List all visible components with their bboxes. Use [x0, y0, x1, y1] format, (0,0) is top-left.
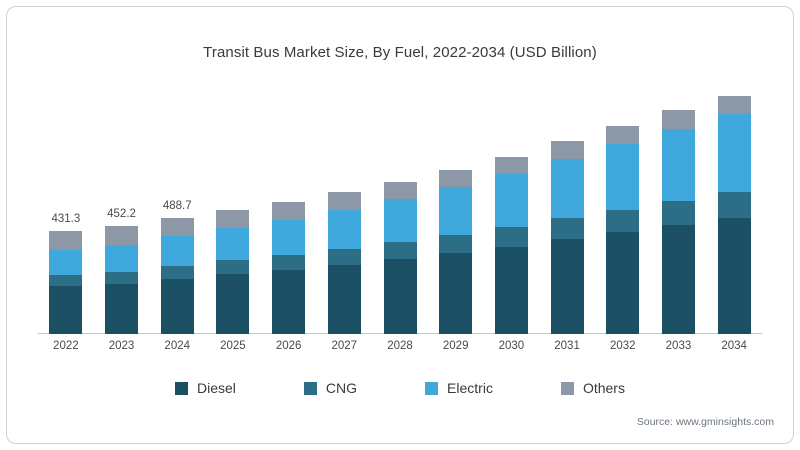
bar-segment[interactable] — [216, 274, 250, 334]
bar-stack[interactable] — [327, 192, 361, 334]
legend-item[interactable]: Diesel — [175, 380, 236, 396]
legend-label: Others — [582, 380, 625, 396]
bar-segment[interactable] — [717, 218, 751, 334]
bar-value-label: 452.2 — [107, 208, 136, 221]
bar-value-label: 431.3 — [51, 213, 81, 226]
bar-segment[interactable] — [105, 283, 139, 334]
legend-swatch — [425, 381, 439, 395]
x-tick-label: 2026 — [275, 340, 302, 352]
x-tick-label: 2022 — [53, 340, 79, 352]
bar-segment[interactable] — [661, 200, 695, 225]
x-tick-label: 2024 — [164, 340, 191, 352]
bar-segment[interactable] — [494, 156, 528, 175]
bar-segment[interactable] — [327, 264, 361, 334]
bar-segment[interactable] — [160, 265, 194, 279]
x-tick-label: 2030 — [498, 340, 525, 352]
bar-segment[interactable] — [439, 187, 473, 236]
legend-label: CNG — [325, 380, 358, 396]
bar-segment[interactable] — [383, 242, 417, 260]
chart-legend: Diesel CNG Electric Others — [0, 380, 800, 396]
bar-segment[interactable] — [383, 259, 417, 334]
bar-stack[interactable] — [160, 217, 194, 334]
bar-segment[interactable] — [550, 239, 584, 334]
bar-segment[interactable] — [272, 254, 306, 270]
bar-segment[interactable] — [550, 141, 584, 160]
bar-segment[interactable] — [494, 174, 528, 228]
bar-stack[interactable] — [105, 226, 139, 334]
x-tick-label: 2025 — [220, 340, 246, 352]
legend-label: Diesel — [197, 380, 236, 396]
bar-segment[interactable] — [105, 271, 139, 284]
bar-stack[interactable] — [439, 169, 473, 334]
bar-segment[interactable] — [661, 128, 695, 201]
bar-stack[interactable] — [49, 231, 83, 334]
bar-segment[interactable] — [383, 181, 417, 200]
legend-item[interactable]: Others — [560, 380, 625, 396]
bar-segment[interactable] — [550, 218, 584, 240]
bar-segment[interactable] — [49, 231, 83, 251]
bar-segment[interactable] — [216, 228, 250, 261]
bar-segment[interactable] — [327, 248, 361, 265]
bar-segment[interactable] — [439, 235, 473, 254]
source-note: Source: www.gminsights.com — [636, 416, 774, 428]
bar-stack[interactable] — [383, 181, 417, 334]
chart-title: Transit Bus Market Size, By Fuel, 2022-2… — [203, 44, 597, 61]
bar-segment[interactable] — [606, 125, 640, 145]
bar-segment[interactable] — [160, 278, 194, 334]
x-tick-label: 2033 — [665, 340, 692, 352]
bar-segment[interactable] — [383, 199, 417, 243]
bar-stack[interactable] — [550, 141, 584, 334]
bar-segment[interactable] — [717, 113, 751, 192]
legend-label: Electric — [447, 380, 493, 396]
bar-stack[interactable] — [606, 125, 640, 334]
bar-segment[interactable] — [494, 227, 528, 247]
bar-segment[interactable] — [272, 201, 306, 220]
bar-segment[interactable] — [606, 232, 640, 334]
x-tick-label: 2028 — [387, 340, 413, 352]
bar-segment[interactable] — [272, 219, 306, 255]
bar-stack[interactable] — [216, 210, 250, 334]
bar-segment[interactable] — [606, 209, 640, 233]
bar-segment[interactable] — [49, 286, 83, 334]
bar-segment[interactable] — [717, 96, 751, 114]
bar-segment[interactable] — [439, 169, 473, 188]
bar-segment[interactable] — [105, 226, 139, 246]
bar-segment[interactable] — [216, 210, 250, 229]
bar-segment[interactable] — [105, 245, 139, 272]
legend-item[interactable]: CNG — [303, 380, 358, 396]
x-tick-label: 2027 — [331, 340, 358, 352]
bar-segment[interactable] — [216, 260, 250, 275]
x-tick-label: 2029 — [442, 340, 469, 352]
bar-value-label: 488.7 — [162, 199, 192, 212]
bar-stack[interactable] — [717, 96, 751, 334]
bar-segment[interactable] — [494, 246, 528, 334]
bar-segment[interactable] — [327, 210, 361, 249]
legend-swatch — [303, 381, 317, 395]
bar-segment[interactable] — [661, 110, 695, 129]
bar-segment[interactable] — [550, 159, 584, 219]
bar-segment[interactable] — [160, 236, 194, 266]
legend-swatch — [560, 381, 574, 395]
bar-segment[interactable] — [717, 191, 751, 219]
legend-swatch — [175, 381, 189, 395]
x-axis-tick-labels: 2022 2023 2024 2025 2026 2027 2028 2029 2030 2031… — [38, 340, 762, 360]
x-tick-label: 2034 — [721, 340, 747, 352]
bar-stack[interactable] — [661, 110, 695, 334]
bar-segment[interactable] — [327, 192, 361, 211]
x-tick-label: 2023 — [108, 340, 135, 352]
bar-segment[interactable] — [661, 225, 695, 334]
bar-segment[interactable] — [160, 217, 194, 237]
bar-segment[interactable] — [606, 144, 640, 210]
plot-area: 431.3 452.2 488.7 — [38, 88, 762, 334]
bar-segment[interactable] — [439, 253, 473, 334]
bar-segment[interactable] — [272, 269, 306, 334]
bar-stack[interactable] — [272, 201, 306, 334]
legend-item[interactable]: Electric — [425, 380, 493, 396]
x-tick-label: 2032 — [609, 340, 636, 352]
bar-segment[interactable] — [49, 275, 83, 287]
bar-stack[interactable] — [494, 156, 528, 334]
bar-segment[interactable] — [49, 250, 83, 276]
x-tick-label: 2031 — [554, 340, 580, 352]
